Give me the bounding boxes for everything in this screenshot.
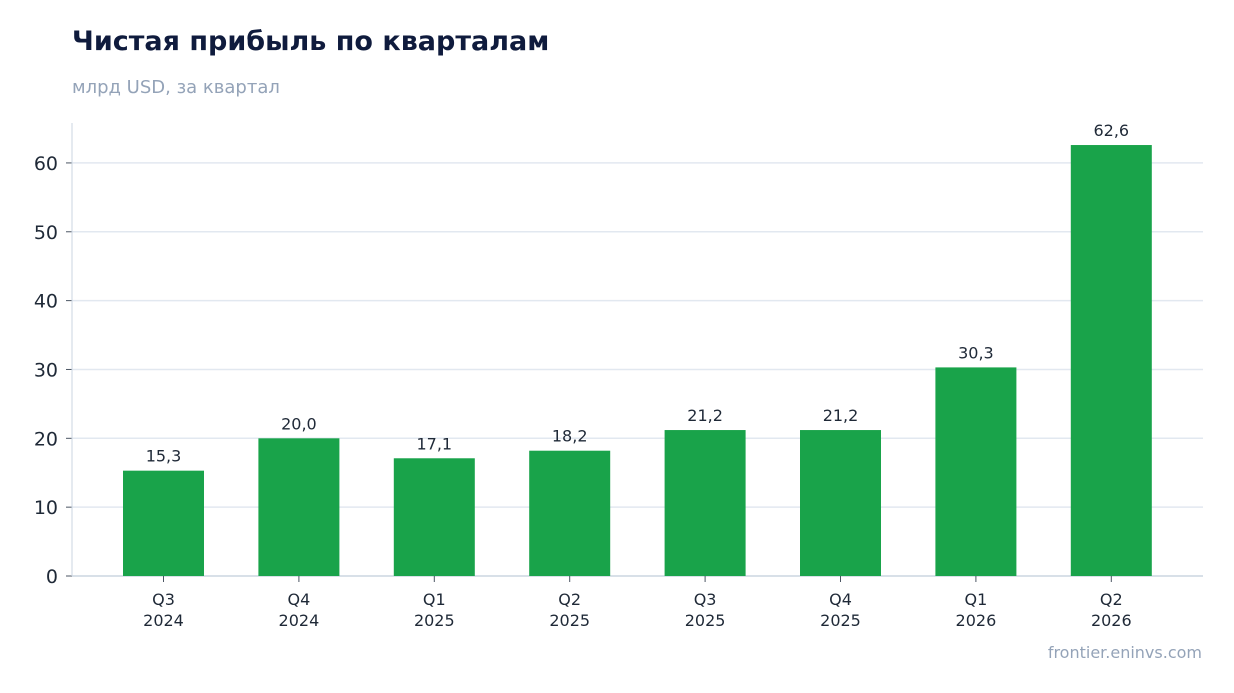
x-axis: Q3 2024 Q4 2024 Q1 2025 Q2 2025 Q3 2025 Q4 2025 Q1 20… bbox=[72, 575, 1203, 630]
bars bbox=[123, 145, 1152, 576]
y-tick-label: 50 bbox=[34, 222, 58, 244]
x-tick-label-quarter: Q4 bbox=[288, 590, 311, 609]
x-tick-label-quarter: Q2 bbox=[1100, 590, 1123, 609]
chart-title: Чистая прибыль по кварталам bbox=[72, 26, 550, 57]
bar-value-label: 17,1 bbox=[416, 434, 452, 453]
bar-value-label: 21,2 bbox=[687, 406, 723, 425]
x-tick-label-quarter: Q1 bbox=[423, 590, 446, 609]
bar bbox=[529, 450, 611, 576]
x-tick-label-year: 2025 bbox=[414, 611, 455, 630]
x-tick-label-quarter: Q1 bbox=[965, 590, 988, 609]
x-tick-label-year: 2026 bbox=[1091, 611, 1132, 630]
y-tick-label: 30 bbox=[34, 359, 58, 381]
y-tick-label: 0 bbox=[46, 566, 58, 588]
x-tick-label-year: 2024 bbox=[143, 611, 184, 630]
bar bbox=[1070, 145, 1152, 576]
x-tick-label-year: 2025 bbox=[685, 611, 726, 630]
x-tick-label-year: 2024 bbox=[279, 611, 320, 630]
y-tick-label: 40 bbox=[34, 291, 58, 313]
bar bbox=[393, 458, 475, 576]
x-tick-label-year: 2025 bbox=[549, 611, 590, 630]
x-tick-label-quarter: Q4 bbox=[829, 590, 852, 609]
x-tick-label-quarter: Q3 bbox=[152, 590, 175, 609]
bar bbox=[258, 438, 340, 576]
bar bbox=[123, 470, 204, 576]
y-axis: 0 10 20 30 40 50 60 bbox=[34, 123, 73, 588]
y-tick-label: 10 bbox=[34, 497, 58, 519]
bar bbox=[935, 367, 1017, 576]
bar bbox=[664, 430, 746, 576]
bar-value-label: 62,6 bbox=[1093, 121, 1129, 140]
x-tick-label-quarter: Q3 bbox=[694, 590, 717, 609]
x-tick-label-year: 2025 bbox=[820, 611, 861, 630]
bar-value-label: 15,3 bbox=[146, 447, 182, 466]
y-tick-label: 20 bbox=[34, 428, 58, 450]
y-tick-label: 60 bbox=[34, 153, 58, 175]
x-tick-label-year: 2026 bbox=[956, 611, 997, 630]
chart-subtitle: млрд USD, за квартал bbox=[72, 77, 280, 98]
bar bbox=[800, 430, 881, 576]
bar-value-label: 30,3 bbox=[958, 343, 994, 362]
grid-lines bbox=[72, 162, 1203, 508]
bar-value-labels: 15,3 20,0 17,1 18,2 21,2 21,2 30,3 62,6 bbox=[146, 121, 1129, 466]
x-tick-label-quarter: Q2 bbox=[558, 590, 581, 609]
bar-value-label: 20,0 bbox=[281, 414, 317, 433]
bar-value-label: 21,2 bbox=[823, 406, 859, 425]
bar-value-label: 18,2 bbox=[552, 427, 588, 446]
source-credit: frontier.eninvs.com bbox=[1047, 643, 1202, 662]
